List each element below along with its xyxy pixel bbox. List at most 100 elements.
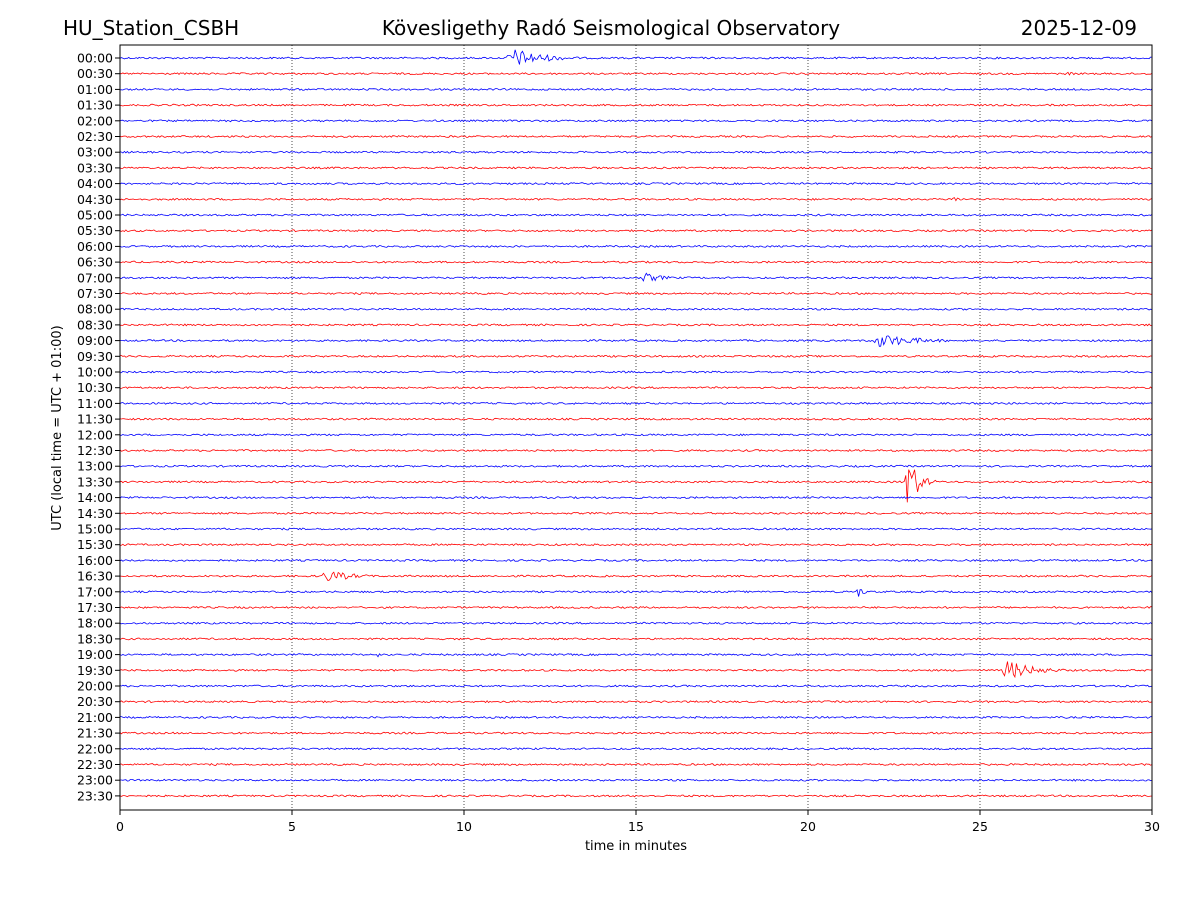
row-label: 14:00	[77, 490, 113, 505]
row-label: 15:30	[77, 537, 113, 552]
row-label: 12:30	[77, 443, 113, 458]
trace-row-10:00	[119, 370, 1153, 374]
row-label: 20:30	[77, 694, 113, 709]
x-tick-label: 30	[1144, 819, 1160, 834]
row-label: 10:00	[77, 365, 113, 380]
trace-row-18:30	[119, 637, 1153, 641]
row-label: 01:30	[77, 98, 113, 113]
y-axis-label: UTC (local time = UTC + 01:00)	[50, 325, 65, 530]
trace-row-06:00	[119, 244, 1153, 248]
trace-row-12:00	[119, 433, 1153, 437]
row-label: 03:00	[77, 145, 113, 160]
row-label: 04:30	[77, 192, 113, 207]
trace-row-21:30	[119, 731, 1153, 735]
row-label: 02:00	[77, 113, 113, 128]
row-label: 03:30	[77, 160, 113, 175]
x-tick-label: 25	[972, 819, 988, 834]
row-label: 21:00	[77, 710, 113, 725]
row-label: 15:00	[77, 522, 113, 537]
row-label: 06:00	[77, 239, 113, 254]
trace-row-23:00	[120, 778, 1153, 782]
row-label: 00:00	[77, 51, 113, 66]
trace-row-22:30	[119, 763, 1153, 766]
trace-row-15:00	[119, 527, 1153, 531]
trace-row-13:00	[119, 464, 1153, 468]
row-label: 22:00	[77, 741, 113, 756]
row-label: 11:00	[77, 396, 113, 411]
row-label: 07:00	[77, 270, 113, 285]
trace-row-22:00	[119, 747, 1152, 751]
row-label: 21:30	[77, 726, 113, 741]
row-label: 16:00	[77, 553, 113, 568]
trace-row-17:30	[119, 606, 1152, 609]
trace-row-01:30	[119, 103, 1153, 107]
trace-row-17:00	[119, 588, 1153, 597]
date-title: 2025-12-09	[1021, 16, 1137, 40]
row-label: 12:00	[77, 427, 113, 442]
x-tick-label: 0	[116, 819, 124, 834]
trace-row-19:00	[119, 653, 1152, 658]
trace-row-07:30	[120, 292, 1153, 295]
trace-row-12:30	[119, 448, 1153, 452]
trace-row-09:00	[119, 335, 1153, 347]
row-label: 10:30	[77, 380, 113, 395]
row-label: 20:00	[77, 679, 113, 694]
row-label: 19:30	[77, 663, 113, 678]
row-label: 05:30	[77, 223, 113, 238]
trace-row-05:00	[119, 213, 1153, 217]
trace-row-21:00	[120, 715, 1153, 719]
vertical-gridlines	[291, 45, 981, 810]
trace-row-05:30	[119, 229, 1153, 233]
row-label: 09:30	[77, 349, 113, 364]
trace-row-04:30	[119, 197, 1153, 202]
trace-row-11:00	[119, 401, 1153, 405]
row-label: 01:00	[77, 82, 113, 97]
trace-row-14:30	[119, 511, 1153, 515]
row-label: 08:30	[77, 317, 113, 332]
row-label: 00:30	[77, 66, 113, 81]
trace-row-20:00	[119, 684, 1153, 688]
row-label: 11:30	[77, 412, 113, 427]
trace-row-14:00	[119, 496, 1153, 500]
trace-row-02:30	[119, 135, 1153, 138]
trace-row-08:30	[119, 323, 1153, 327]
trace-row-16:00	[119, 558, 1153, 562]
row-label: 18:30	[77, 631, 113, 646]
trace-row-01:00	[119, 87, 1153, 91]
trace-row-02:00	[119, 119, 1153, 123]
trace-row-07:00	[119, 272, 1153, 282]
trace-row-04:00	[119, 182, 1153, 186]
trace-row-03:30	[119, 166, 1152, 170]
seismogram-traces	[119, 49, 1153, 798]
trace-row-08:00	[119, 307, 1153, 311]
row-label: 13:30	[77, 474, 113, 489]
plot-frame	[119, 44, 1153, 811]
row-label: 09:00	[77, 333, 113, 348]
station-title: HU_Station_CSBH	[63, 16, 239, 40]
row-label: 16:30	[77, 569, 113, 584]
trace-row-15:30	[119, 543, 1153, 547]
x-tick-labels: 0 5 10 15 20 25 30	[116, 810, 1160, 834]
x-tick-label: 20	[800, 819, 816, 834]
trace-row-03:00	[119, 150, 1153, 154]
trace-row-13:30	[119, 469, 1153, 503]
row-label: 23:00	[77, 773, 113, 788]
trace-row-16:30	[119, 571, 1153, 581]
trace-row-09:30	[119, 354, 1153, 358]
row-label: 06:30	[77, 255, 113, 270]
row-label: 14:30	[77, 506, 113, 521]
row-label: 02:30	[77, 129, 113, 144]
row-label: 17:30	[77, 600, 113, 615]
trace-row-20:30	[119, 700, 1153, 704]
row-label: 17:00	[77, 584, 113, 599]
row-label: 13:00	[77, 459, 113, 474]
x-tick-label: 5	[288, 819, 296, 834]
row-label: 18:00	[77, 616, 113, 631]
trace-row-23:30	[119, 794, 1153, 798]
row-label: 08:00	[77, 302, 113, 317]
x-tick-label: 15	[628, 819, 644, 834]
row-label: 22:30	[77, 757, 113, 772]
trace-row-19:30	[119, 661, 1153, 679]
trace-row-11:30	[119, 417, 1153, 421]
